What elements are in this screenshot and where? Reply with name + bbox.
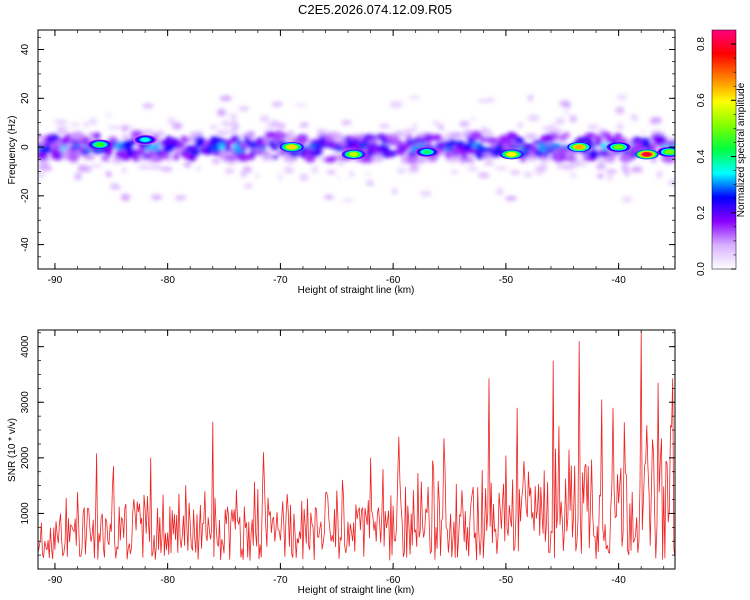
snr-frame [37, 329, 676, 570]
x-tick-label: -60 [386, 575, 401, 586]
colorbar-tick-label: 0.2 [696, 205, 707, 219]
y-tick-label: 0 [20, 144, 31, 150]
snr-series-line [38, 331, 675, 561]
spectral-peak [140, 137, 150, 142]
spectrogram-image [38, 94, 675, 203]
x-tick-label: -40 [611, 275, 626, 286]
y-tick-label: -20 [20, 188, 31, 203]
x-tick-label: -50 [499, 275, 514, 286]
colorbar: 0.0 0.2 0.4 0.6 0.8 Normalized spectral ampl… [696, 29, 747, 276]
spectrogram-y-label: Frequency (Hz) [7, 116, 18, 185]
spectral-peak [422, 149, 432, 155]
spectrogram-frame [37, 29, 676, 270]
colorbar-tick-label: 0.4 [696, 149, 707, 163]
y-tick-label: 40 [20, 44, 31, 56]
x-tick-label: -80 [160, 575, 175, 586]
y-tick-label: 4000 [20, 335, 31, 358]
spectral-peak [95, 142, 105, 147]
spectrogram-y-axis: 40 20 0 -20 -40 [20, 36, 675, 270]
snr-x-label: Height of straight line (km) [298, 585, 415, 596]
y-tick-label: 2000 [20, 446, 31, 469]
x-tick-label: -60 [386, 275, 401, 286]
y-tick-label: 3000 [20, 391, 31, 414]
snr-x-axis: -90 -80 -70 -60 -50 -40 [48, 330, 665, 586]
y-tick-label: 1000 [20, 502, 31, 525]
colorbar-axis: 0.0 0.2 0.4 0.6 0.8 [696, 37, 736, 276]
snr-panel: -90 -80 -70 -60 -50 -40 1000 2000 3000 4000 Heig… [7, 329, 676, 596]
figure-title: C2E5.2026.074.12.09.R05 [298, 2, 452, 17]
spectral-peak [348, 152, 359, 157]
colorbar-label: Normalized spectral amplitude [736, 82, 747, 217]
spectral-peak [613, 144, 624, 150]
colorbar-tick-label: 0.0 [696, 262, 707, 276]
colorbar-gradient [712, 30, 736, 269]
colorbar-tick-label: 0.8 [696, 37, 707, 51]
snr-y-label: SNR (10 * v/v) [7, 418, 18, 482]
colorbar-tick-label: 0.6 [696, 93, 707, 107]
colorbar-frame [711, 29, 737, 270]
y-tick-label: -40 [20, 237, 31, 252]
x-tick-label: -80 [160, 275, 175, 286]
spectrogram-x-axis: -90 -80 -70 -60 -50 -40 [48, 30, 665, 286]
spectrogram-panel: -90 -80 -70 -60 -50 -40 40 20 0 -20 -40 Height of… [7, 29, 676, 296]
spectral-peak [286, 144, 297, 150]
x-tick-label: -90 [48, 275, 63, 286]
x-tick-label: -50 [499, 575, 514, 586]
spectral-peak [642, 152, 652, 157]
spectral-peak [664, 149, 675, 155]
spectral-peak [574, 144, 584, 150]
x-tick-label: -70 [273, 275, 288, 286]
spectral-peak [506, 152, 517, 157]
x-tick-label: -90 [48, 575, 63, 586]
snr-y-axis: 1000 2000 3000 4000 [20, 332, 675, 570]
spectrogram-x-label: Height of straight line (km) [298, 285, 415, 296]
x-tick-label: -70 [273, 575, 288, 586]
y-tick-label: 20 [20, 92, 31, 104]
x-tick-label: -40 [611, 575, 626, 586]
